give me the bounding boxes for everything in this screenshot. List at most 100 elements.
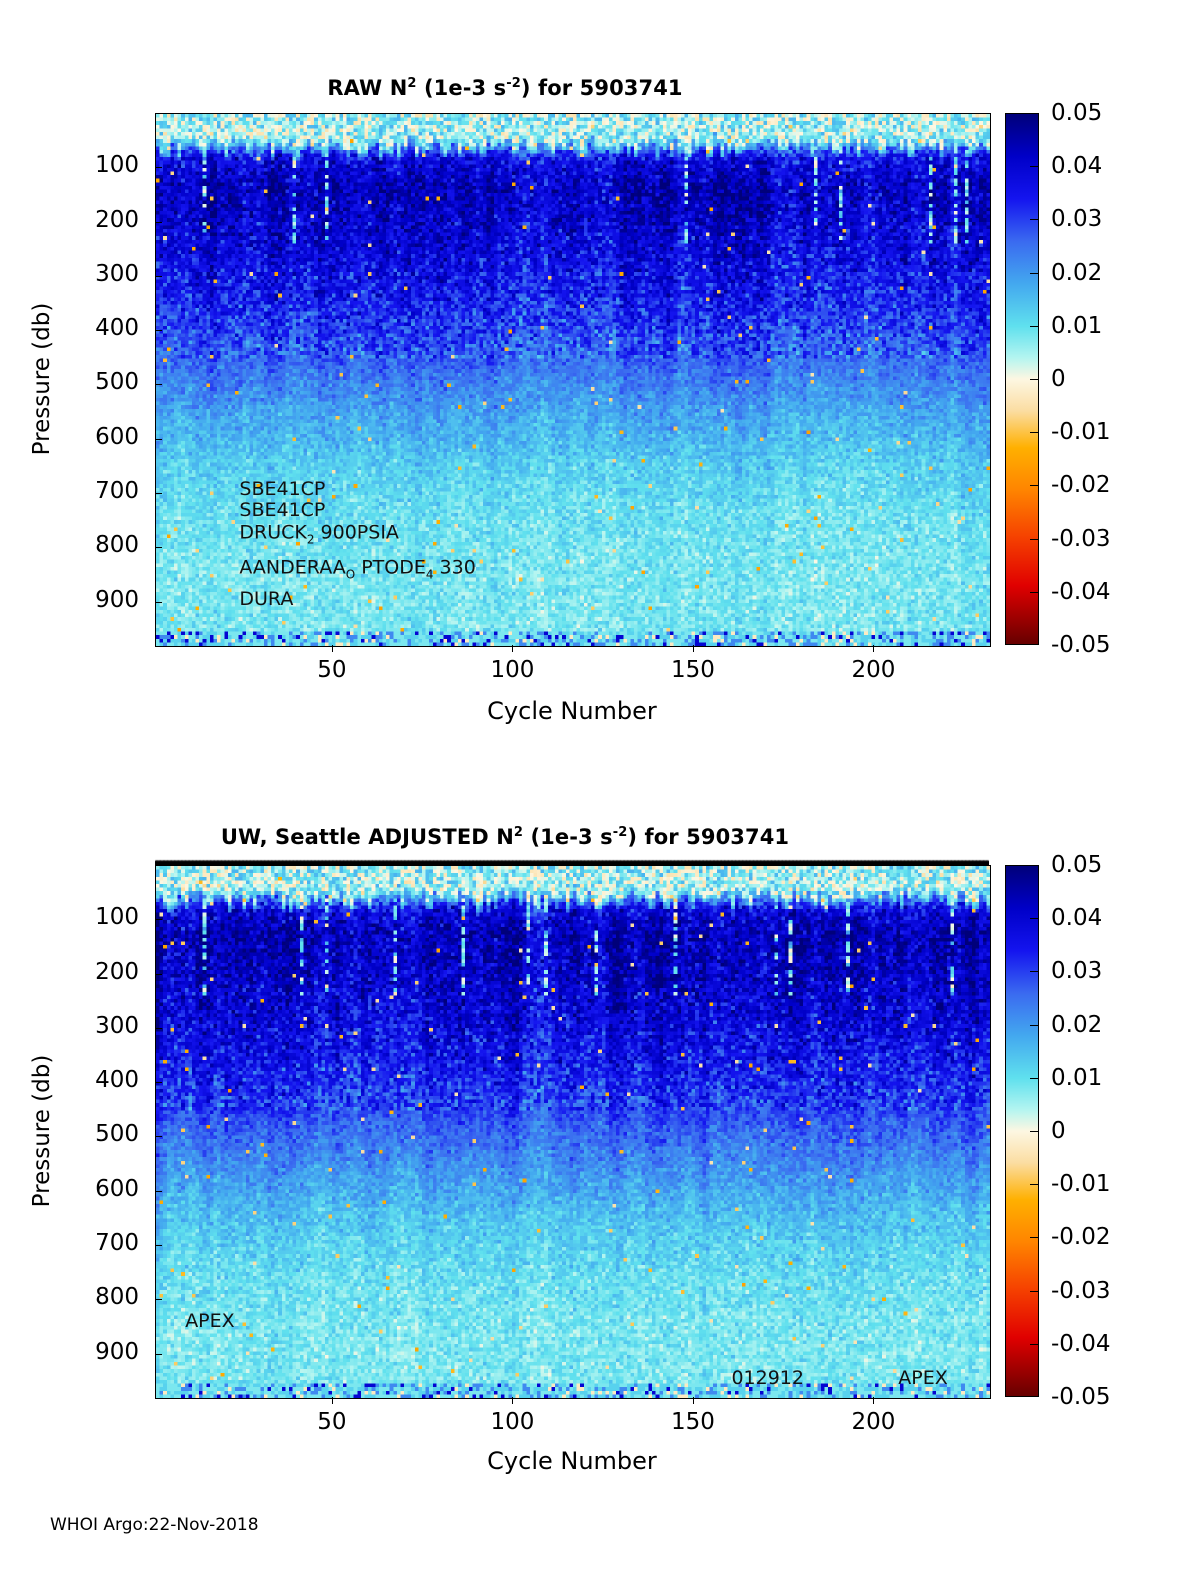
x-tick-mark: [331, 645, 333, 652]
colorbar-tick-mark: [1030, 1077, 1039, 1079]
y-tick-mark: [155, 973, 162, 975]
y-tick-label-800: 800: [95, 532, 139, 559]
x-tick-mark: [873, 1397, 875, 1404]
title-superscript-minus2: -2: [506, 76, 521, 91]
colorbar-tick-label--0.01: -0.01: [1051, 419, 1111, 446]
y-tick-label-100: 100: [95, 904, 139, 931]
y-tick-mark: [155, 438, 162, 440]
y-tick-label-100: 100: [95, 152, 139, 179]
colorbar-tick-label--0.04: -0.04: [1051, 578, 1111, 605]
title-superscript-2: 2: [513, 825, 524, 840]
y-tick-label-900: 900: [95, 586, 139, 613]
x-tick-label-200: 200: [851, 657, 896, 683]
plot-title-raw: RAW N2 (1e-3 s-2) for 5903741: [0, 76, 1010, 100]
colorbar-tick-mark: [1030, 485, 1039, 487]
colorbar-tick-mark: [1030, 1024, 1039, 1026]
colorbar-tick-mark: [1030, 538, 1039, 540]
y-tick-mark: [155, 275, 162, 277]
y-tick-mark: [155, 1353, 162, 1355]
colorbar-tick-label-0: 0: [1051, 1118, 1066, 1144]
colorbar-tick-mark: [1030, 272, 1039, 274]
colorbar-tick-label-0.02: 0.02: [1051, 259, 1103, 286]
y-tick-mark: [155, 547, 162, 549]
y-tick-label-600: 600: [95, 1175, 139, 1202]
colorbar-tick-mark: [1030, 432, 1039, 434]
y-tick-label-900: 900: [95, 1338, 139, 1365]
y-tick-label-400: 400: [95, 1067, 139, 1094]
y-tick-label-600: 600: [95, 423, 139, 450]
x-tick-label-150: 150: [670, 657, 715, 683]
colorbar-tick-label-0.05: 0.05: [1051, 100, 1103, 126]
colorbar-tick-mark: [1030, 1184, 1039, 1186]
y-tick-label-400: 400: [95, 315, 139, 342]
colorbar-tick-label-0.01: 0.01: [1051, 312, 1103, 339]
colorbar-tick-label--0.03: -0.03: [1051, 525, 1111, 552]
x-tick-label-50: 50: [317, 657, 347, 683]
title-text-pre: RAW N: [327, 76, 408, 100]
y-tick-mark: [155, 384, 162, 386]
plot-title-adjusted: UW, Seattle ADJUSTED N2 (1e-3 s-2) for 5…: [0, 825, 1010, 849]
colorbar-tick-label-0.03: 0.03: [1051, 958, 1103, 985]
colorbar-tick-mark: [1030, 971, 1039, 973]
y-tick-label-800: 800: [95, 1284, 139, 1311]
colorbar-tick-mark: [1030, 1237, 1039, 1239]
colorbar-tick-mark: [1030, 1343, 1039, 1345]
x-tick-label-150: 150: [670, 1409, 715, 1435]
colorbar-tick-label-0.04: 0.04: [1051, 905, 1103, 932]
colorbar-tick-label-0.03: 0.03: [1051, 206, 1103, 233]
colorbar-tick-mark: [1030, 219, 1039, 221]
x-axis-label-raw: Cycle Number: [487, 697, 657, 725]
y-axis-label-raw: Pressure (db): [29, 302, 55, 456]
title-superscript-minus2: -2: [612, 825, 628, 840]
x-tick-mark: [512, 645, 514, 652]
y-tick-label-500: 500: [95, 1121, 139, 1148]
colorbar-tick-mark: [1030, 379, 1039, 380]
colorbar-tick-label-0.05: 0.05: [1051, 852, 1103, 878]
x-tick-label-50: 50: [317, 1409, 347, 1435]
x-tick-label-100: 100: [490, 1409, 535, 1435]
heatmap-image-raw: [156, 114, 990, 646]
y-tick-label-300: 300: [95, 260, 139, 287]
x-tick-mark: [512, 1397, 514, 1404]
heatmap-axes-adjusted[interactable]: APEX 012912 APEX: [155, 865, 991, 1399]
y-axis-label-adjusted: Pressure (db): [29, 1054, 55, 1208]
x-tick-mark: [331, 1397, 333, 1404]
y-tick-mark: [155, 919, 162, 921]
colorbar-tick-label--0.05: -0.05: [1051, 1384, 1111, 1410]
y-tick-label-200: 200: [95, 958, 139, 985]
y-tick-mark: [155, 1299, 162, 1301]
x-tick-label-200: 200: [851, 1409, 896, 1435]
colorbar-tick-label-0.01: 0.01: [1051, 1064, 1103, 1091]
y-tick-mark: [155, 330, 162, 332]
colorbar-tick-label-0.04: 0.04: [1051, 153, 1103, 180]
x-tick-mark: [692, 1397, 694, 1404]
title-superscript-2: 2: [407, 76, 417, 91]
colorbar-tick-mark: [1030, 918, 1039, 920]
colorbar-tick-label--0.02: -0.02: [1051, 1224, 1111, 1251]
x-tick-mark: [692, 645, 694, 652]
y-tick-mark: [155, 1027, 162, 1029]
colorbar-tick-label--0.04: -0.04: [1051, 1330, 1111, 1357]
title-text-pre: UW, Seattle ADJUSTED N: [220, 825, 514, 849]
y-tick-mark: [155, 1245, 162, 1246]
y-tick-label-700: 700: [95, 1230, 139, 1256]
y-tick-label-300: 300: [95, 1012, 139, 1039]
colorbar-tick-label--0.02: -0.02: [1051, 472, 1111, 499]
heatmap-axes-raw[interactable]: SBE41CP SBE41CP DRUCK2 900PSIA AANDERAAO PT…: [155, 113, 991, 647]
colorbar-tick-label--0.05: -0.05: [1051, 632, 1111, 658]
figure-footer: WHOI Argo:22-Nov-2018: [50, 1515, 259, 1535]
colorbar-tick-label--0.03: -0.03: [1051, 1277, 1111, 1304]
title-text-mid: (1e-3 s: [523, 825, 613, 849]
colorbar-tick-label--0.01: -0.01: [1051, 1171, 1111, 1198]
colorbar-tick-label-0: 0: [1051, 366, 1066, 392]
title-text-post: ) for 5903741: [627, 825, 790, 849]
title-text-post: ) for 5903741: [520, 76, 683, 100]
x-tick-mark: [873, 645, 875, 652]
y-tick-mark: [155, 1082, 162, 1084]
colorbar-tick-label-0.02: 0.02: [1051, 1011, 1103, 1038]
y-tick-mark: [155, 1136, 162, 1138]
y-tick-mark: [155, 601, 162, 603]
y-tick-mark: [155, 167, 162, 169]
y-tick-label-200: 200: [95, 206, 139, 233]
panel-adjusted: UW, Seattle ADJUSTED N2 (1e-3 s-2) for 5…: [0, 755, 1200, 1515]
